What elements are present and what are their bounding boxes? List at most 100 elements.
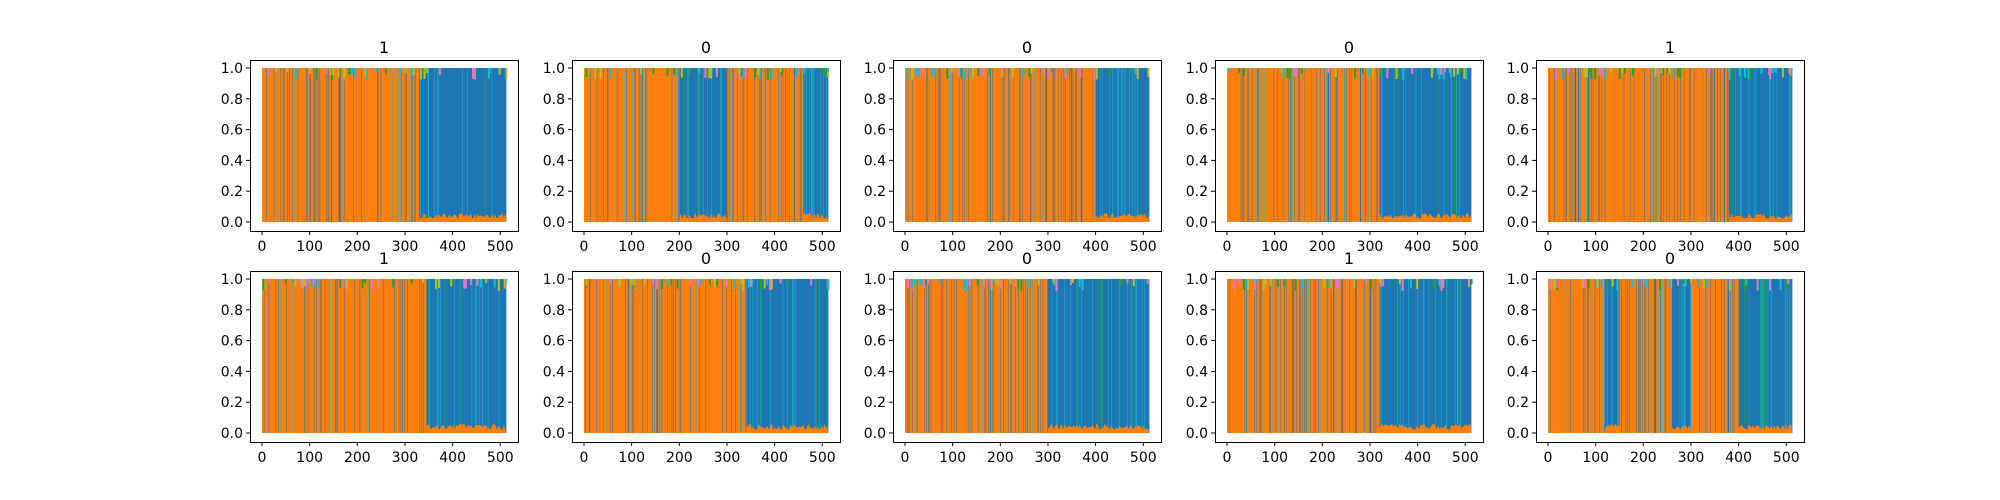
data-stripe <box>663 68 665 222</box>
plot-area <box>1548 68 1793 222</box>
data-stripe <box>1313 68 1315 222</box>
data-stripe <box>994 68 995 222</box>
top-flicker <box>907 279 910 288</box>
data-stripe <box>1247 68 1249 222</box>
data-stripe <box>953 68 955 222</box>
data-stripe <box>1467 68 1469 222</box>
data-stripe <box>647 279 649 433</box>
data-stripe <box>1625 68 1627 222</box>
data-stripe <box>1588 68 1590 222</box>
data-stripe <box>1329 68 1331 222</box>
data-stripe <box>480 279 482 433</box>
data-stripe <box>1142 68 1144 222</box>
data-stripe <box>335 68 337 222</box>
data-stripe <box>1241 279 1243 433</box>
data-stripe <box>1693 68 1695 222</box>
data-stripe <box>783 279 785 433</box>
data-stripe <box>1277 279 1279 433</box>
data-stripe <box>983 279 985 433</box>
data-stripe <box>485 279 487 433</box>
data-stripe <box>295 68 297 222</box>
data-stripe <box>1261 68 1263 222</box>
data-stripe <box>709 68 711 222</box>
data-stripe <box>347 279 349 433</box>
data-stripe <box>797 68 798 222</box>
data-stripe <box>1001 68 1003 222</box>
data-stripe <box>382 279 384 433</box>
data-stripe <box>1009 68 1011 222</box>
data-stripe <box>584 68 586 222</box>
data-stripe <box>1073 279 1075 433</box>
data-stripe <box>1324 279 1326 433</box>
data-stripe <box>790 279 792 433</box>
data-stripe <box>1254 68 1256 222</box>
data-stripe <box>625 279 627 433</box>
data-stripe <box>992 68 994 222</box>
data-stripe <box>486 279 488 433</box>
data-stripe <box>732 68 734 222</box>
data-stripe <box>459 68 461 222</box>
data-stripe <box>1140 279 1142 433</box>
top-flicker <box>371 279 374 291</box>
data-stripe <box>1016 68 1018 222</box>
data-stripe <box>451 68 453 222</box>
data-stripe <box>475 279 477 433</box>
data-stripe <box>774 279 776 433</box>
data-stripe <box>1644 68 1646 222</box>
data-stripe <box>482 68 484 222</box>
data-stripe <box>1124 68 1126 222</box>
data-stripe <box>1268 68 1270 222</box>
data-stripe <box>926 68 928 222</box>
data-stripe <box>1301 68 1303 222</box>
data-stripe <box>1744 68 1746 222</box>
data-stripe <box>783 68 785 222</box>
data-stripe <box>307 279 309 433</box>
top-flicker <box>913 279 916 286</box>
data-stripe <box>621 279 623 433</box>
data-stripe <box>626 279 628 433</box>
data-stripe <box>1270 68 1272 222</box>
data-stripe <box>1681 68 1683 222</box>
data-stripe <box>434 279 435 433</box>
data-stripe <box>307 68 309 222</box>
data-stripe <box>1061 279 1063 433</box>
data-stripe <box>772 68 774 222</box>
data-stripe <box>1228 68 1230 222</box>
data-stripe <box>1259 68 1261 222</box>
data-stripe <box>1055 279 1057 433</box>
data-stripe <box>1740 68 1742 222</box>
data-stripe <box>1012 279 1014 433</box>
y-tick-label: 0.0 <box>221 215 243 231</box>
data-stripe <box>333 68 335 222</box>
data-stripe <box>920 68 922 222</box>
data-stripe <box>605 279 607 433</box>
data-stripe <box>990 68 992 222</box>
data-stripe <box>1275 68 1277 222</box>
data-stripe <box>1079 68 1081 222</box>
data-stripe <box>1392 68 1394 222</box>
top-flicker <box>1456 68 1459 75</box>
data-stripe <box>378 279 380 433</box>
data-stripe <box>463 279 465 433</box>
data-stripe <box>283 279 285 433</box>
data-stripe <box>909 279 911 433</box>
data-stripe <box>1230 279 1232 433</box>
data-stripe <box>1280 279 1282 433</box>
data-stripe <box>610 279 612 433</box>
data-stripe <box>472 279 474 433</box>
data-stripe <box>401 279 403 433</box>
data-stripe <box>1603 68 1605 222</box>
top-flicker <box>768 279 771 291</box>
data-stripe <box>1387 279 1389 433</box>
data-stripe <box>424 68 426 222</box>
data-stripe <box>320 279 322 433</box>
data-stripe <box>1258 68 1260 222</box>
data-stripe <box>1140 68 1142 222</box>
data-stripe <box>1550 68 1552 222</box>
data-stripe <box>961 279 963 433</box>
data-stripe <box>716 68 718 222</box>
low-band-series <box>1047 423 1149 433</box>
data-stripe <box>589 68 591 222</box>
